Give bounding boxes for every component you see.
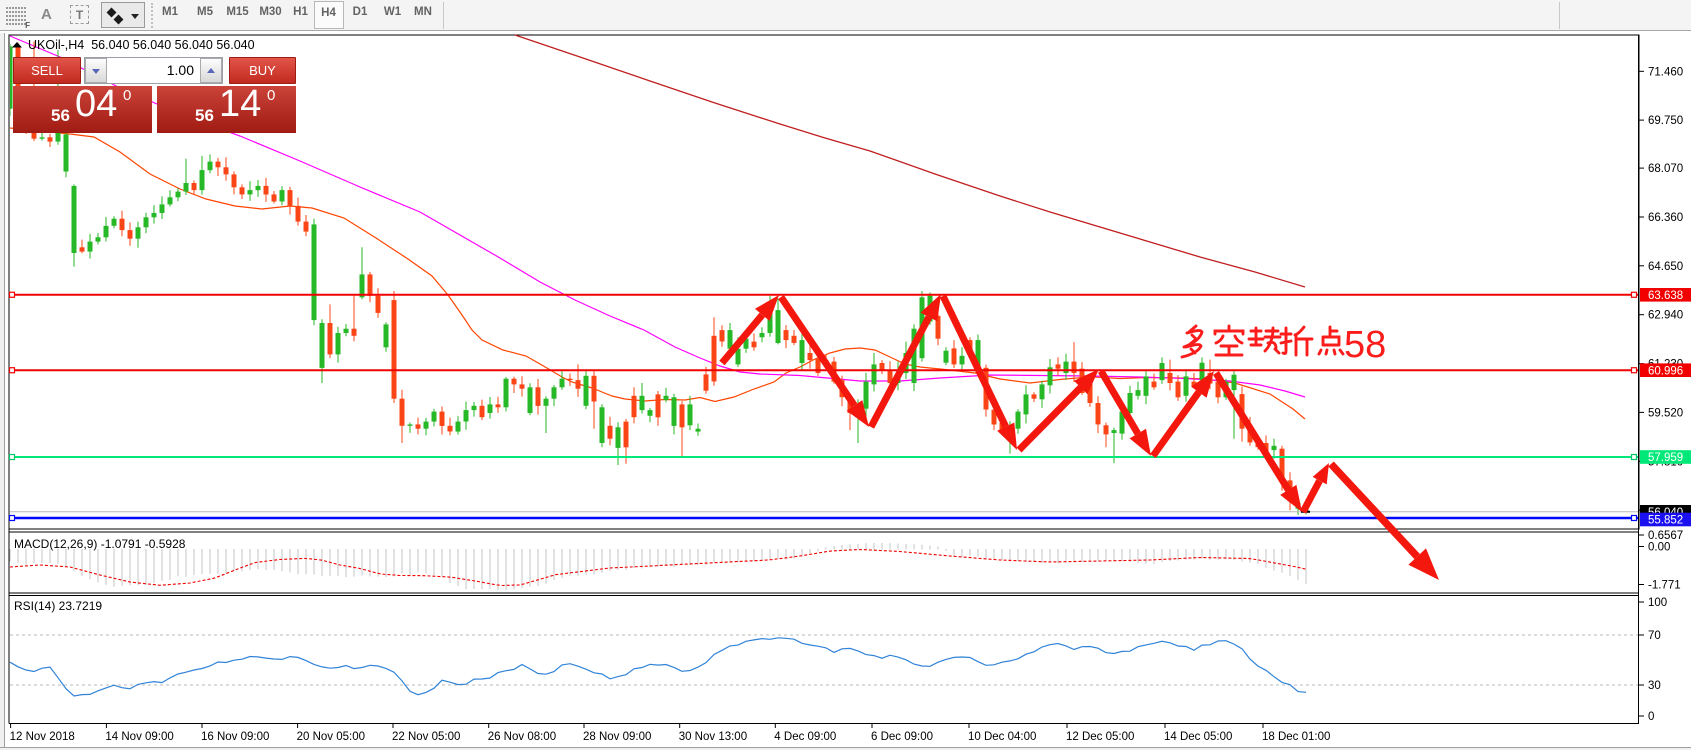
svg-text:100: 100 xyxy=(1648,597,1667,609)
svg-text:UKOil-,H4 56.040 56.040 56.04: UKOil-,H4 56.040 56.040 56.040 56.040 xyxy=(28,38,255,52)
svg-text:10 Dec 04:00: 10 Dec 04:00 xyxy=(968,731,1036,743)
svg-text:63.638: 63.638 xyxy=(1648,290,1683,302)
svg-text:RSI(14) 23.7219: RSI(14) 23.7219 xyxy=(14,599,102,613)
svg-text:71.460: 71.460 xyxy=(1648,66,1683,78)
svg-text:58: 58 xyxy=(1344,324,1386,366)
svg-text:59.520: 59.520 xyxy=(1648,407,1683,419)
svg-text:26 Nov 08:00: 26 Nov 08:00 xyxy=(488,731,556,743)
svg-text:69.750: 69.750 xyxy=(1648,115,1683,127)
svg-text:MACD(12,26,9) -1.0791 -0.5928: MACD(12,26,9) -1.0791 -0.5928 xyxy=(14,537,186,551)
svg-text:22 Nov 05:00: 22 Nov 05:00 xyxy=(392,731,460,743)
svg-text:55.852: 55.852 xyxy=(1648,515,1683,527)
svg-text:14 Dec 05:00: 14 Dec 05:00 xyxy=(1164,731,1232,743)
svg-text:70: 70 xyxy=(1648,630,1661,642)
svg-text:62.940: 62.940 xyxy=(1648,310,1683,322)
svg-text:18 Dec 01:00: 18 Dec 01:00 xyxy=(1262,731,1330,743)
svg-text:0.6567: 0.6567 xyxy=(1648,530,1683,542)
svg-text:6 Dec 09:00: 6 Dec 09:00 xyxy=(871,731,933,743)
svg-text:-1.771: -1.771 xyxy=(1648,580,1681,592)
svg-text:0: 0 xyxy=(1648,711,1654,723)
svg-text:68.070: 68.070 xyxy=(1648,163,1683,175)
svg-text:12 Nov 2018: 12 Nov 2018 xyxy=(10,731,75,743)
svg-text:20 Nov 05:00: 20 Nov 05:00 xyxy=(297,731,365,743)
svg-text:66.360: 66.360 xyxy=(1648,212,1683,224)
svg-text:16 Nov 09:00: 16 Nov 09:00 xyxy=(201,731,269,743)
svg-text:0.00: 0.00 xyxy=(1648,542,1670,554)
svg-text:12 Dec 05:00: 12 Dec 05:00 xyxy=(1066,731,1134,743)
svg-text:30 Nov 13:00: 30 Nov 13:00 xyxy=(679,731,747,743)
svg-text:28 Nov 09:00: 28 Nov 09:00 xyxy=(583,731,651,743)
svg-text:4 Dec 09:00: 4 Dec 09:00 xyxy=(774,731,836,743)
svg-text:30: 30 xyxy=(1648,680,1661,692)
svg-text:60.996: 60.996 xyxy=(1648,365,1683,377)
svg-text:64.650: 64.650 xyxy=(1648,261,1683,273)
svg-text:14 Nov 09:00: 14 Nov 09:00 xyxy=(105,731,173,743)
svg-text:57.959: 57.959 xyxy=(1648,452,1683,464)
